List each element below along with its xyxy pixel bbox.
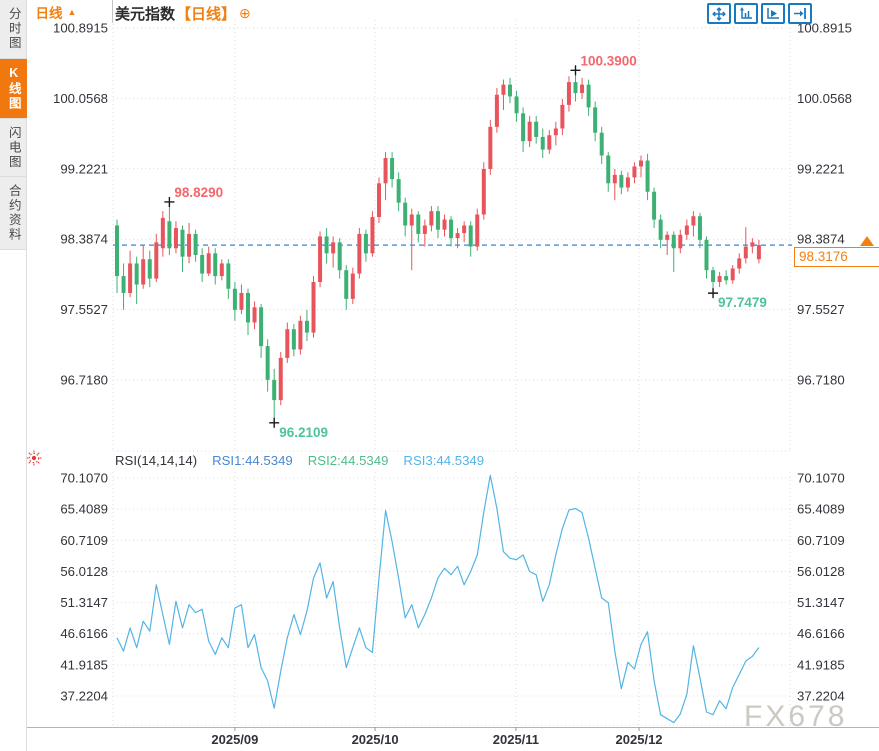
- go-to-latest-icon[interactable]: [788, 3, 812, 24]
- time-axis-bar: [0, 727, 879, 751]
- last-price-tag: 98.3176: [794, 247, 879, 267]
- rsi3-legend: RSI3:44.5349: [403, 453, 485, 468]
- svg-text:46.6166: 46.6166: [797, 626, 845, 641]
- rsi1-legend: RSI1:44.5349: [212, 453, 293, 468]
- svg-text:60.7109: 60.7109: [60, 533, 108, 548]
- svg-text:41.9185: 41.9185: [797, 657, 845, 672]
- svg-text:65.4089: 65.4089: [797, 502, 845, 517]
- scale-left-axis-icon[interactable]: [734, 3, 758, 24]
- svg-text:46.6166: 46.6166: [60, 626, 108, 641]
- rsi-params-label: RSI(14,14,14): [115, 453, 198, 468]
- sidebar: 分时图 K线图 闪电图 合约资料: [0, 0, 27, 751]
- period-selector[interactable]: 日线 ▲: [0, 0, 113, 23]
- period-tag: 【日线】: [176, 6, 237, 23]
- price-direction-arrow-icon: [860, 236, 874, 246]
- svg-text:97.5527: 97.5527: [797, 302, 845, 317]
- svg-text:100.0568: 100.0568: [53, 91, 108, 106]
- svg-text:99.2221: 99.2221: [60, 161, 108, 176]
- chart-toolbar: [707, 3, 812, 24]
- svg-text:100.0568: 100.0568: [797, 91, 852, 106]
- sidebar-item-label: K线图: [6, 65, 21, 111]
- svg-text:60.7109: 60.7109: [797, 533, 845, 548]
- svg-text:96.7180: 96.7180: [797, 372, 845, 387]
- svg-text:96.7180: 96.7180: [60, 372, 108, 387]
- svg-text:99.2221: 99.2221: [797, 161, 845, 176]
- period-label: 日线: [35, 5, 63, 21]
- svg-text:37.2204: 37.2204: [797, 688, 845, 703]
- sidebar-item-flash-chart[interactable]: 闪电图: [0, 119, 27, 177]
- svg-text:70.1070: 70.1070: [797, 470, 845, 485]
- svg-text:96.2109: 96.2109: [279, 425, 328, 440]
- svg-text:98.8290: 98.8290: [174, 185, 223, 200]
- pan-move-icon[interactable]: [707, 3, 731, 24]
- price-annotations: 98.8290 96.2109 100.3900 97.7479: [164, 53, 767, 440]
- svg-text:97.7479: 97.7479: [718, 295, 767, 310]
- svg-text:97.5527: 97.5527: [60, 302, 108, 317]
- svg-text:37.2204: 37.2204: [60, 688, 108, 703]
- svg-text:70.1070: 70.1070: [60, 470, 108, 485]
- candlestick-series: [115, 70, 761, 423]
- svg-text:41.9185: 41.9185: [60, 657, 108, 672]
- svg-text:56.0128: 56.0128: [797, 564, 845, 579]
- add-indicator-icon[interactable]: ⊕: [239, 5, 251, 21]
- scale-right-axis-icon[interactable]: [761, 3, 785, 24]
- sidebar-item-kline-chart[interactable]: K线图: [0, 58, 27, 119]
- symbol-name: 美元指数: [115, 6, 176, 23]
- chart-type-tabs: 分时图 K线图 闪电图 合约资料: [0, 0, 27, 250]
- rsi2-legend: RSI2:44.5349: [307, 453, 389, 468]
- sidebar-item-contract-info[interactable]: 合约资料: [0, 177, 27, 250]
- rsi-header: RSI(14,14,14) RSI1:44.5349 RSI2:44.5349 …: [115, 453, 484, 468]
- rsi-line: [116, 474, 760, 724]
- chart-title: 美元指数 【日线】 ⊕: [115, 3, 251, 24]
- svg-text:51.3147: 51.3147: [60, 595, 108, 610]
- svg-text:56.0128: 56.0128: [60, 564, 108, 579]
- sidebar-item-time-chart[interactable]: 分时图: [0, 0, 27, 59]
- svg-text:100.3900: 100.3900: [581, 53, 637, 68]
- triangle-up-icon: ▲: [67, 6, 77, 17]
- sidebar-item-label: 合约资料: [6, 184, 21, 242]
- sidebar-item-label: 闪电图: [6, 125, 21, 170]
- sidebar-item-label: 分时图: [6, 7, 21, 51]
- svg-text:65.4089: 65.4089: [60, 502, 108, 517]
- svg-text:51.3147: 51.3147: [797, 595, 845, 610]
- gridlines: [112, 20, 792, 726]
- svg-text:98.3874: 98.3874: [60, 232, 108, 247]
- indicator-alert-icon[interactable]: [26, 450, 42, 471]
- svg-text:98.3874: 98.3874: [797, 232, 845, 247]
